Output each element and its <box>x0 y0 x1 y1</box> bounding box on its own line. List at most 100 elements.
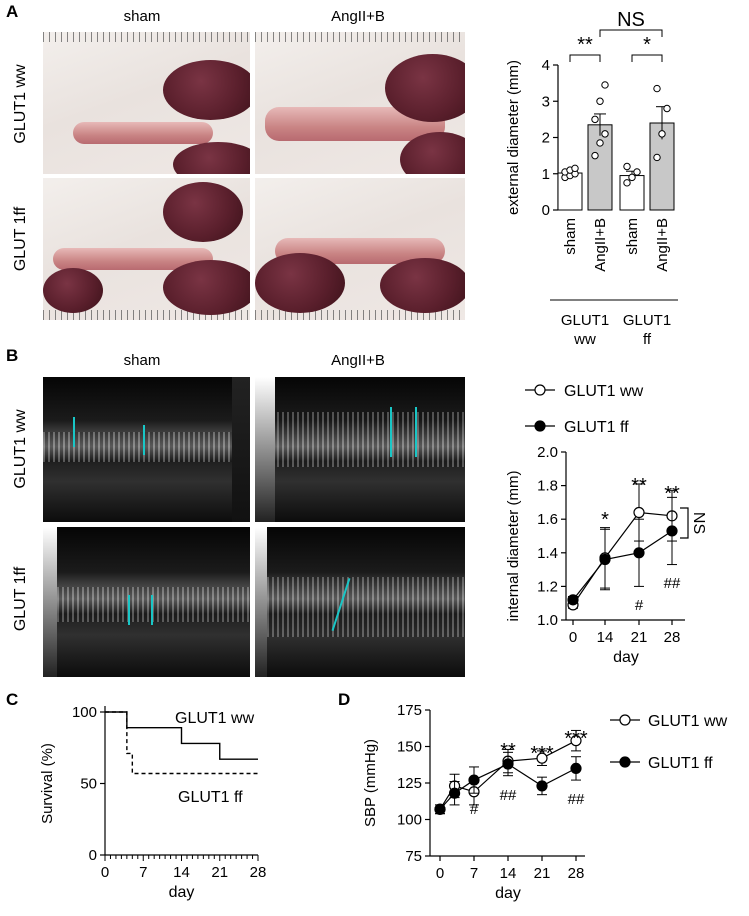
series-line <box>572 511 673 606</box>
data-point <box>434 803 446 815</box>
panel-b-row-ww: GLUT1 ww <box>12 409 29 489</box>
sig-hash: # <box>635 597 644 614</box>
data-point <box>596 97 604 105</box>
data-point <box>468 774 480 786</box>
y-tick-label: 1.0 <box>537 612 558 629</box>
y-tick-label: 1.8 <box>537 478 558 495</box>
x-tick-label: 28 <box>250 864 267 881</box>
legend-marker <box>534 384 546 396</box>
y-tick-label: 0 <box>542 202 550 219</box>
sig-hash: ## <box>664 575 681 592</box>
data-point <box>567 594 579 606</box>
panel-d-label: D <box>338 690 351 709</box>
data-point <box>596 139 604 147</box>
series-line <box>572 530 673 601</box>
legend-label: GLUT1 ww <box>648 713 728 730</box>
photo-ww-sham <box>43 32 250 174</box>
x-tick-label: 21 <box>534 865 551 882</box>
sig-hash: # <box>470 801 479 818</box>
panel-a-chart: 0 1 2 3 4 external diameter (mm) sham AngII+B sh… <box>505 9 678 348</box>
legend-marker <box>619 756 631 768</box>
data-point <box>663 104 671 113</box>
ultrasound-ff-angii <box>255 527 465 677</box>
y-tick-label: 0 <box>89 847 97 864</box>
data-point <box>536 780 548 792</box>
x-tick-label: 0 <box>569 629 577 646</box>
x-tick-label: 21 <box>631 629 648 646</box>
y-tick-label: 4 <box>542 57 550 74</box>
data-point <box>599 553 611 566</box>
x-tick-label: 7 <box>470 865 478 882</box>
sig-ff-bracket <box>631 54 663 62</box>
data-point <box>571 164 579 173</box>
panel-a-row-ww: GLUT1 ww <box>12 64 29 144</box>
ultrasound-ww-angii <box>255 377 465 522</box>
y-tick-label: 150 <box>397 739 422 756</box>
legend-label: GLUT1 ff <box>648 755 713 772</box>
sig-ns-bracket <box>599 29 663 37</box>
legend-marker <box>534 420 546 432</box>
panel-a-label: A <box>6 2 19 21</box>
survival-curve <box>105 711 258 775</box>
photo-ww-angii <box>255 32 465 174</box>
data-point <box>666 525 678 537</box>
panel-b-col-sham: sham <box>123 352 161 369</box>
panel-b-row-ff: GLUT 1ff <box>12 566 29 632</box>
data-point <box>502 758 514 770</box>
data-point <box>623 162 631 171</box>
data-point <box>591 151 599 160</box>
panel-d-chart: 75 100 125 150 175 0 7 14 21 28 day SBP (mmHg) GLUT1… <box>362 702 728 902</box>
x-tick-label: 14 <box>173 864 190 881</box>
sig-star: * <box>601 509 609 531</box>
x-tick-label: 14 <box>597 629 614 646</box>
y-tick-label: 1 <box>542 166 550 183</box>
x-tick-label: 28 <box>664 629 681 646</box>
data-point <box>536 752 548 764</box>
y-tick-label: 50 <box>80 776 97 793</box>
y-tick-label: 1.2 <box>537 578 558 595</box>
x-category-label: AngII+B <box>592 218 609 272</box>
x-tick-label: 14 <box>500 865 517 882</box>
group-label: GLUT1 <box>623 312 671 329</box>
x-tick-label: 0 <box>436 865 444 882</box>
sig-star: ** <box>664 483 680 505</box>
ns-text: NS <box>690 512 707 534</box>
data-point <box>653 84 661 93</box>
data-point <box>570 762 582 775</box>
x-category-label: sham <box>624 218 641 255</box>
data-point <box>623 179 631 187</box>
y-tick-label: 2 <box>542 130 550 147</box>
x-category-label: sham <box>562 218 579 255</box>
photo-ff-angii <box>255 178 465 320</box>
sig-ww-bracket <box>569 54 601 62</box>
ultrasound-ff-sham <box>43 527 250 677</box>
y-axis-label: SBP (mmHg) <box>362 739 379 827</box>
panel-b-col-angii: AngII+B <box>331 352 385 369</box>
data-point <box>633 506 645 519</box>
panel-a-row-ff: GLUT 1ff <box>12 206 29 272</box>
curve-label-ff: GLUT1 ff <box>178 789 243 806</box>
y-tick-label: 1.4 <box>537 545 558 562</box>
y-tick-label: 100 <box>72 704 97 721</box>
sig-ww-text: ** <box>577 34 593 56</box>
group-label: GLUT1 <box>561 312 609 329</box>
data-point <box>633 168 641 176</box>
x-category-label: AngII+B <box>654 218 671 272</box>
y-tick-label: 100 <box>397 812 422 829</box>
legend-marker <box>619 714 631 726</box>
sig-ns-text: NS <box>617 9 645 31</box>
y-tick-label: 3 <box>542 93 550 110</box>
sig-hash: ## <box>568 791 585 808</box>
bar <box>587 124 613 211</box>
y-tick-label: 125 <box>397 775 422 792</box>
data-point <box>628 173 636 182</box>
x-axis-label: day <box>613 649 639 666</box>
group-label: ww <box>573 331 596 348</box>
panel-c-label: C <box>6 690 19 709</box>
data-point <box>653 153 661 162</box>
sig-star: *** <box>530 743 554 765</box>
panel-c-chart: 0 50 100 0 7 14 21 28 day Survival (%) GLUT1 ww GLU… <box>39 704 267 901</box>
x-axis-label: day <box>495 885 521 902</box>
legend-label: GLUT1 ff <box>564 419 629 436</box>
photo-ff-sham <box>43 178 250 320</box>
